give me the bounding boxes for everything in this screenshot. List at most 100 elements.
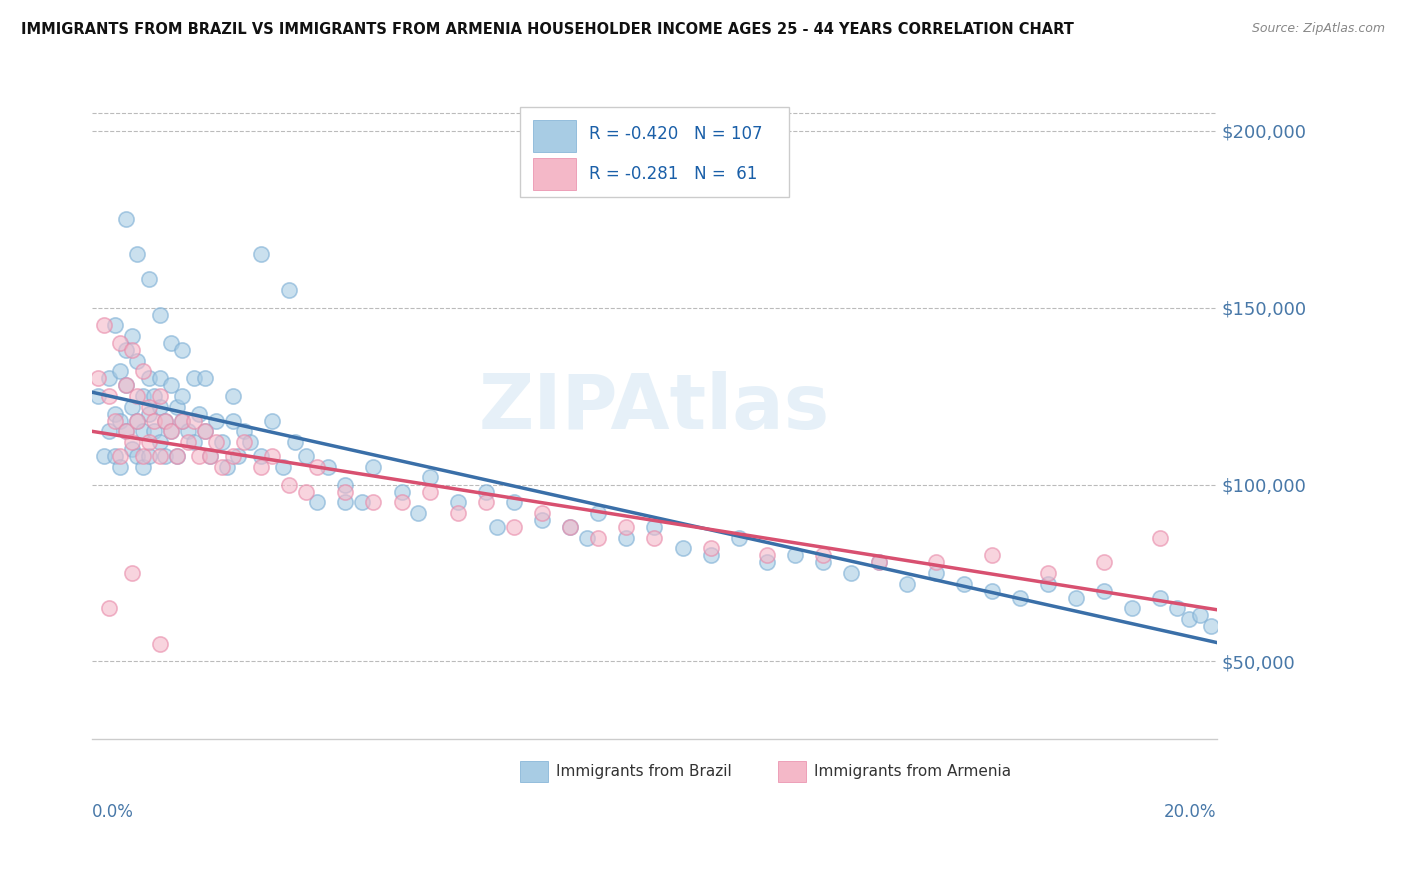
Point	[211, 459, 233, 474]
Text: R = -0.281   N =  61: R = -0.281 N = 61	[589, 165, 758, 183]
Point	[87, 389, 110, 403]
Point	[699, 541, 721, 556]
Point	[222, 414, 245, 428]
Point	[115, 378, 138, 392]
Point	[155, 414, 177, 428]
Point	[183, 371, 205, 385]
Point	[1036, 566, 1059, 580]
Point	[205, 435, 228, 450]
Bar	[778, 761, 806, 782]
FancyBboxPatch shape	[520, 107, 789, 196]
Point	[531, 506, 554, 520]
Point	[121, 442, 143, 456]
Point	[1177, 612, 1199, 626]
Point	[335, 477, 357, 491]
Point	[284, 435, 307, 450]
Point	[868, 555, 890, 569]
Text: ZIPAtlas: ZIPAtlas	[479, 371, 830, 445]
Point	[239, 435, 262, 450]
Point	[110, 364, 132, 378]
Point	[447, 495, 470, 509]
Point	[868, 555, 890, 569]
Point	[1121, 601, 1143, 615]
Point	[160, 425, 183, 439]
Point	[419, 470, 441, 484]
Point	[132, 425, 155, 439]
Point	[318, 459, 340, 474]
Point	[132, 389, 155, 403]
Point	[149, 308, 172, 322]
Point	[121, 566, 143, 580]
Point	[391, 495, 413, 509]
Point	[1036, 576, 1059, 591]
Point	[138, 407, 160, 421]
Bar	[520, 761, 548, 782]
Point	[671, 541, 693, 556]
Point	[643, 531, 665, 545]
Point	[531, 513, 554, 527]
Point	[172, 414, 194, 428]
Point	[217, 459, 239, 474]
Point	[127, 414, 149, 428]
Point	[121, 329, 143, 343]
Point	[475, 484, 498, 499]
Point	[143, 425, 166, 439]
Point	[98, 389, 121, 403]
Point	[149, 449, 172, 463]
Point	[127, 414, 149, 428]
Point	[419, 484, 441, 499]
Point	[149, 389, 172, 403]
Point	[93, 449, 115, 463]
Point	[127, 353, 149, 368]
Point	[149, 637, 172, 651]
Point	[560, 520, 582, 534]
Point	[177, 425, 200, 439]
Text: 20.0%: 20.0%	[1164, 803, 1216, 821]
Point	[194, 425, 217, 439]
Text: R = -0.420   N = 107: R = -0.420 N = 107	[589, 126, 763, 144]
Point	[138, 449, 160, 463]
Point	[115, 378, 138, 392]
Point	[307, 495, 329, 509]
Point	[183, 435, 205, 450]
Point	[115, 212, 138, 227]
Point	[188, 407, 211, 421]
Point	[295, 449, 318, 463]
Point	[205, 414, 228, 428]
Point	[132, 364, 155, 378]
Point	[110, 449, 132, 463]
Point	[155, 414, 177, 428]
Point	[127, 449, 149, 463]
Point	[138, 435, 160, 450]
Point	[200, 449, 222, 463]
Point	[104, 318, 127, 333]
Point	[228, 449, 250, 463]
Point	[475, 495, 498, 509]
Point	[408, 506, 430, 520]
Point	[110, 335, 132, 350]
Point	[616, 520, 638, 534]
Point	[166, 449, 188, 463]
Point	[262, 449, 284, 463]
Point	[896, 576, 918, 591]
Point	[352, 495, 374, 509]
Point	[132, 449, 155, 463]
Point	[278, 283, 301, 297]
Point	[250, 449, 273, 463]
Point	[980, 583, 1002, 598]
Point	[160, 335, 183, 350]
Point	[335, 495, 357, 509]
Point	[98, 425, 121, 439]
Point	[486, 520, 509, 534]
Point	[643, 520, 665, 534]
Point	[172, 389, 194, 403]
Point	[121, 435, 143, 450]
Point	[616, 531, 638, 545]
Point	[699, 549, 721, 563]
Point	[110, 459, 132, 474]
Point	[222, 389, 245, 403]
Point	[980, 549, 1002, 563]
Point	[1064, 591, 1087, 605]
Point	[121, 343, 143, 357]
Point	[295, 484, 318, 499]
